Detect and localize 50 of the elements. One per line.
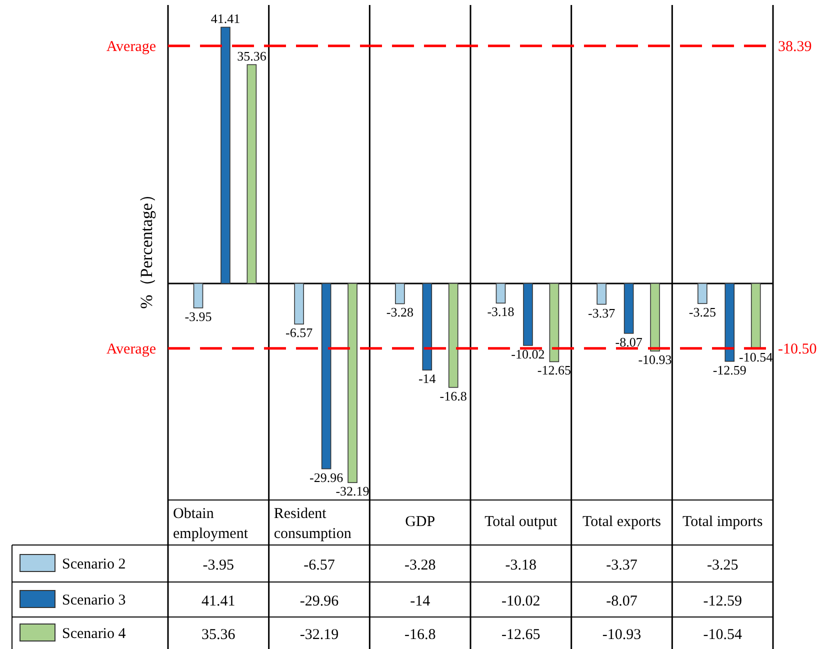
data-label: -29.96 [300, 594, 340, 610]
text: -3.18 [487, 304, 514, 320]
data-label: -3.18 [505, 558, 537, 574]
data-label: -6.57 [304, 558, 336, 574]
text: 41.41 [210, 11, 240, 26]
text: -8.07 [615, 334, 642, 350]
x-tick-label: Resident consumption [274, 506, 352, 542]
legend-label: Scenario 2 [62, 556, 126, 572]
ref-line-label: Average [106, 38, 156, 55]
y-axis-title: %（Percentage） [137, 186, 156, 309]
data-label: -10.54 [703, 627, 742, 643]
text: -16.8 [440, 388, 467, 404]
text: -10.54 [739, 350, 773, 365]
legend-label: Scenario 4 [62, 626, 126, 642]
data-label: 41.41 [202, 594, 236, 610]
data-label: -3.37 [606, 558, 638, 574]
x-tick-label: GDP [405, 514, 436, 530]
text: -3.28 [386, 304, 414, 320]
x-tick-label: Total output [484, 514, 558, 530]
data-label: -10.93 [602, 627, 642, 643]
text: -10.93 [638, 352, 672, 368]
legend-label: Scenario 3 [62, 592, 126, 608]
data-label: -12.65 [502, 627, 540, 643]
data-label: -12.59 [703, 594, 742, 610]
text: -6.57 [286, 325, 313, 340]
data-label: -3.95 [202, 558, 234, 574]
data-label: -3.28 [404, 558, 436, 574]
x-tick-label: Total imports [682, 514, 763, 530]
data-label: -8.07 [606, 594, 638, 610]
data-label: -14 [410, 594, 431, 610]
ref-line-label: Average [106, 341, 156, 358]
data-label: -10.02 [502, 594, 540, 610]
text: -14 [418, 371, 436, 386]
data-label: -32.19 [300, 627, 339, 643]
text: -10.02 [511, 346, 545, 362]
text: -32.19 [336, 484, 370, 499]
data-label: -16.8 [404, 627, 436, 643]
data-label: -3.25 [706, 558, 738, 574]
text: -29.96 [310, 470, 344, 485]
data-label: 35.36 [202, 627, 236, 643]
text: -12.65 [537, 362, 571, 378]
x-tick-label: Obtain employment [173, 506, 249, 542]
x-tick-label: Total exports [582, 514, 662, 530]
text: -3.37 [588, 305, 616, 320]
text: 35.36 [237, 48, 266, 64]
text: -3.95 [184, 308, 212, 324]
text: -3.25 [688, 304, 716, 320]
text: 38.39 [778, 38, 812, 55]
text: -12.59 [712, 362, 746, 378]
text: -10.50 [778, 341, 817, 358]
